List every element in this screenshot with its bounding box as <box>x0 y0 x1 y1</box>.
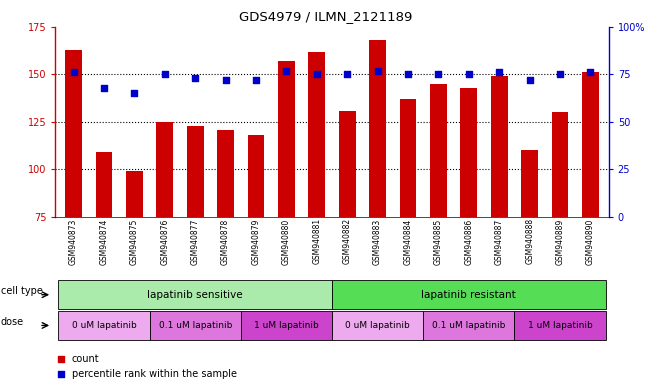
Point <box>281 68 292 74</box>
Point <box>190 75 201 81</box>
Point <box>433 71 443 78</box>
Bar <box>332 311 423 340</box>
Bar <box>59 280 332 309</box>
Bar <box>460 88 477 217</box>
Bar <box>65 50 82 217</box>
Bar <box>491 76 508 217</box>
Point <box>129 90 139 96</box>
Bar <box>430 84 447 217</box>
Text: percentile rank within the sample: percentile rank within the sample <box>72 369 236 379</box>
Bar <box>217 129 234 217</box>
Bar <box>369 40 386 217</box>
Point <box>251 77 261 83</box>
Point <box>342 71 352 78</box>
Bar <box>339 111 355 217</box>
Text: 0.1 uM lapatinib: 0.1 uM lapatinib <box>158 321 232 330</box>
Point <box>221 77 231 83</box>
Point <box>55 356 66 362</box>
Text: count: count <box>72 354 99 364</box>
Text: 0 uM lapatinib: 0 uM lapatinib <box>345 321 410 330</box>
Bar <box>521 151 538 217</box>
Text: GDS4979 / ILMN_2121189: GDS4979 / ILMN_2121189 <box>239 10 412 23</box>
Text: cell type: cell type <box>1 286 42 296</box>
Bar <box>59 311 150 340</box>
Point <box>99 84 109 91</box>
Text: lapatinib resistant: lapatinib resistant <box>421 290 516 300</box>
Text: 0.1 uM lapatinib: 0.1 uM lapatinib <box>432 321 506 330</box>
Bar <box>241 311 332 340</box>
Point <box>372 68 383 74</box>
Text: 1 uM lapatinib: 1 uM lapatinib <box>528 321 592 330</box>
Bar <box>582 73 599 217</box>
Point <box>159 71 170 78</box>
Bar <box>551 113 568 217</box>
Point <box>68 70 79 76</box>
Bar <box>423 311 514 340</box>
Text: 0 uM lapatinib: 0 uM lapatinib <box>72 321 136 330</box>
Bar <box>400 99 417 217</box>
Point <box>464 71 474 78</box>
Point <box>55 371 66 377</box>
Point <box>525 77 535 83</box>
Bar <box>156 122 173 217</box>
Point <box>585 70 596 76</box>
Point <box>403 71 413 78</box>
Bar <box>514 311 605 340</box>
Text: dose: dose <box>1 316 24 327</box>
Bar <box>187 126 204 217</box>
Bar <box>96 152 113 217</box>
Bar <box>332 280 605 309</box>
Text: 1 uM lapatinib: 1 uM lapatinib <box>254 321 319 330</box>
Bar <box>247 135 264 217</box>
Point <box>494 70 505 76</box>
Text: lapatinib sensitive: lapatinib sensitive <box>147 290 243 300</box>
Bar <box>309 51 325 217</box>
Bar <box>150 311 241 340</box>
Bar <box>126 171 143 217</box>
Point <box>312 71 322 78</box>
Point <box>555 71 565 78</box>
Bar <box>278 61 295 217</box>
